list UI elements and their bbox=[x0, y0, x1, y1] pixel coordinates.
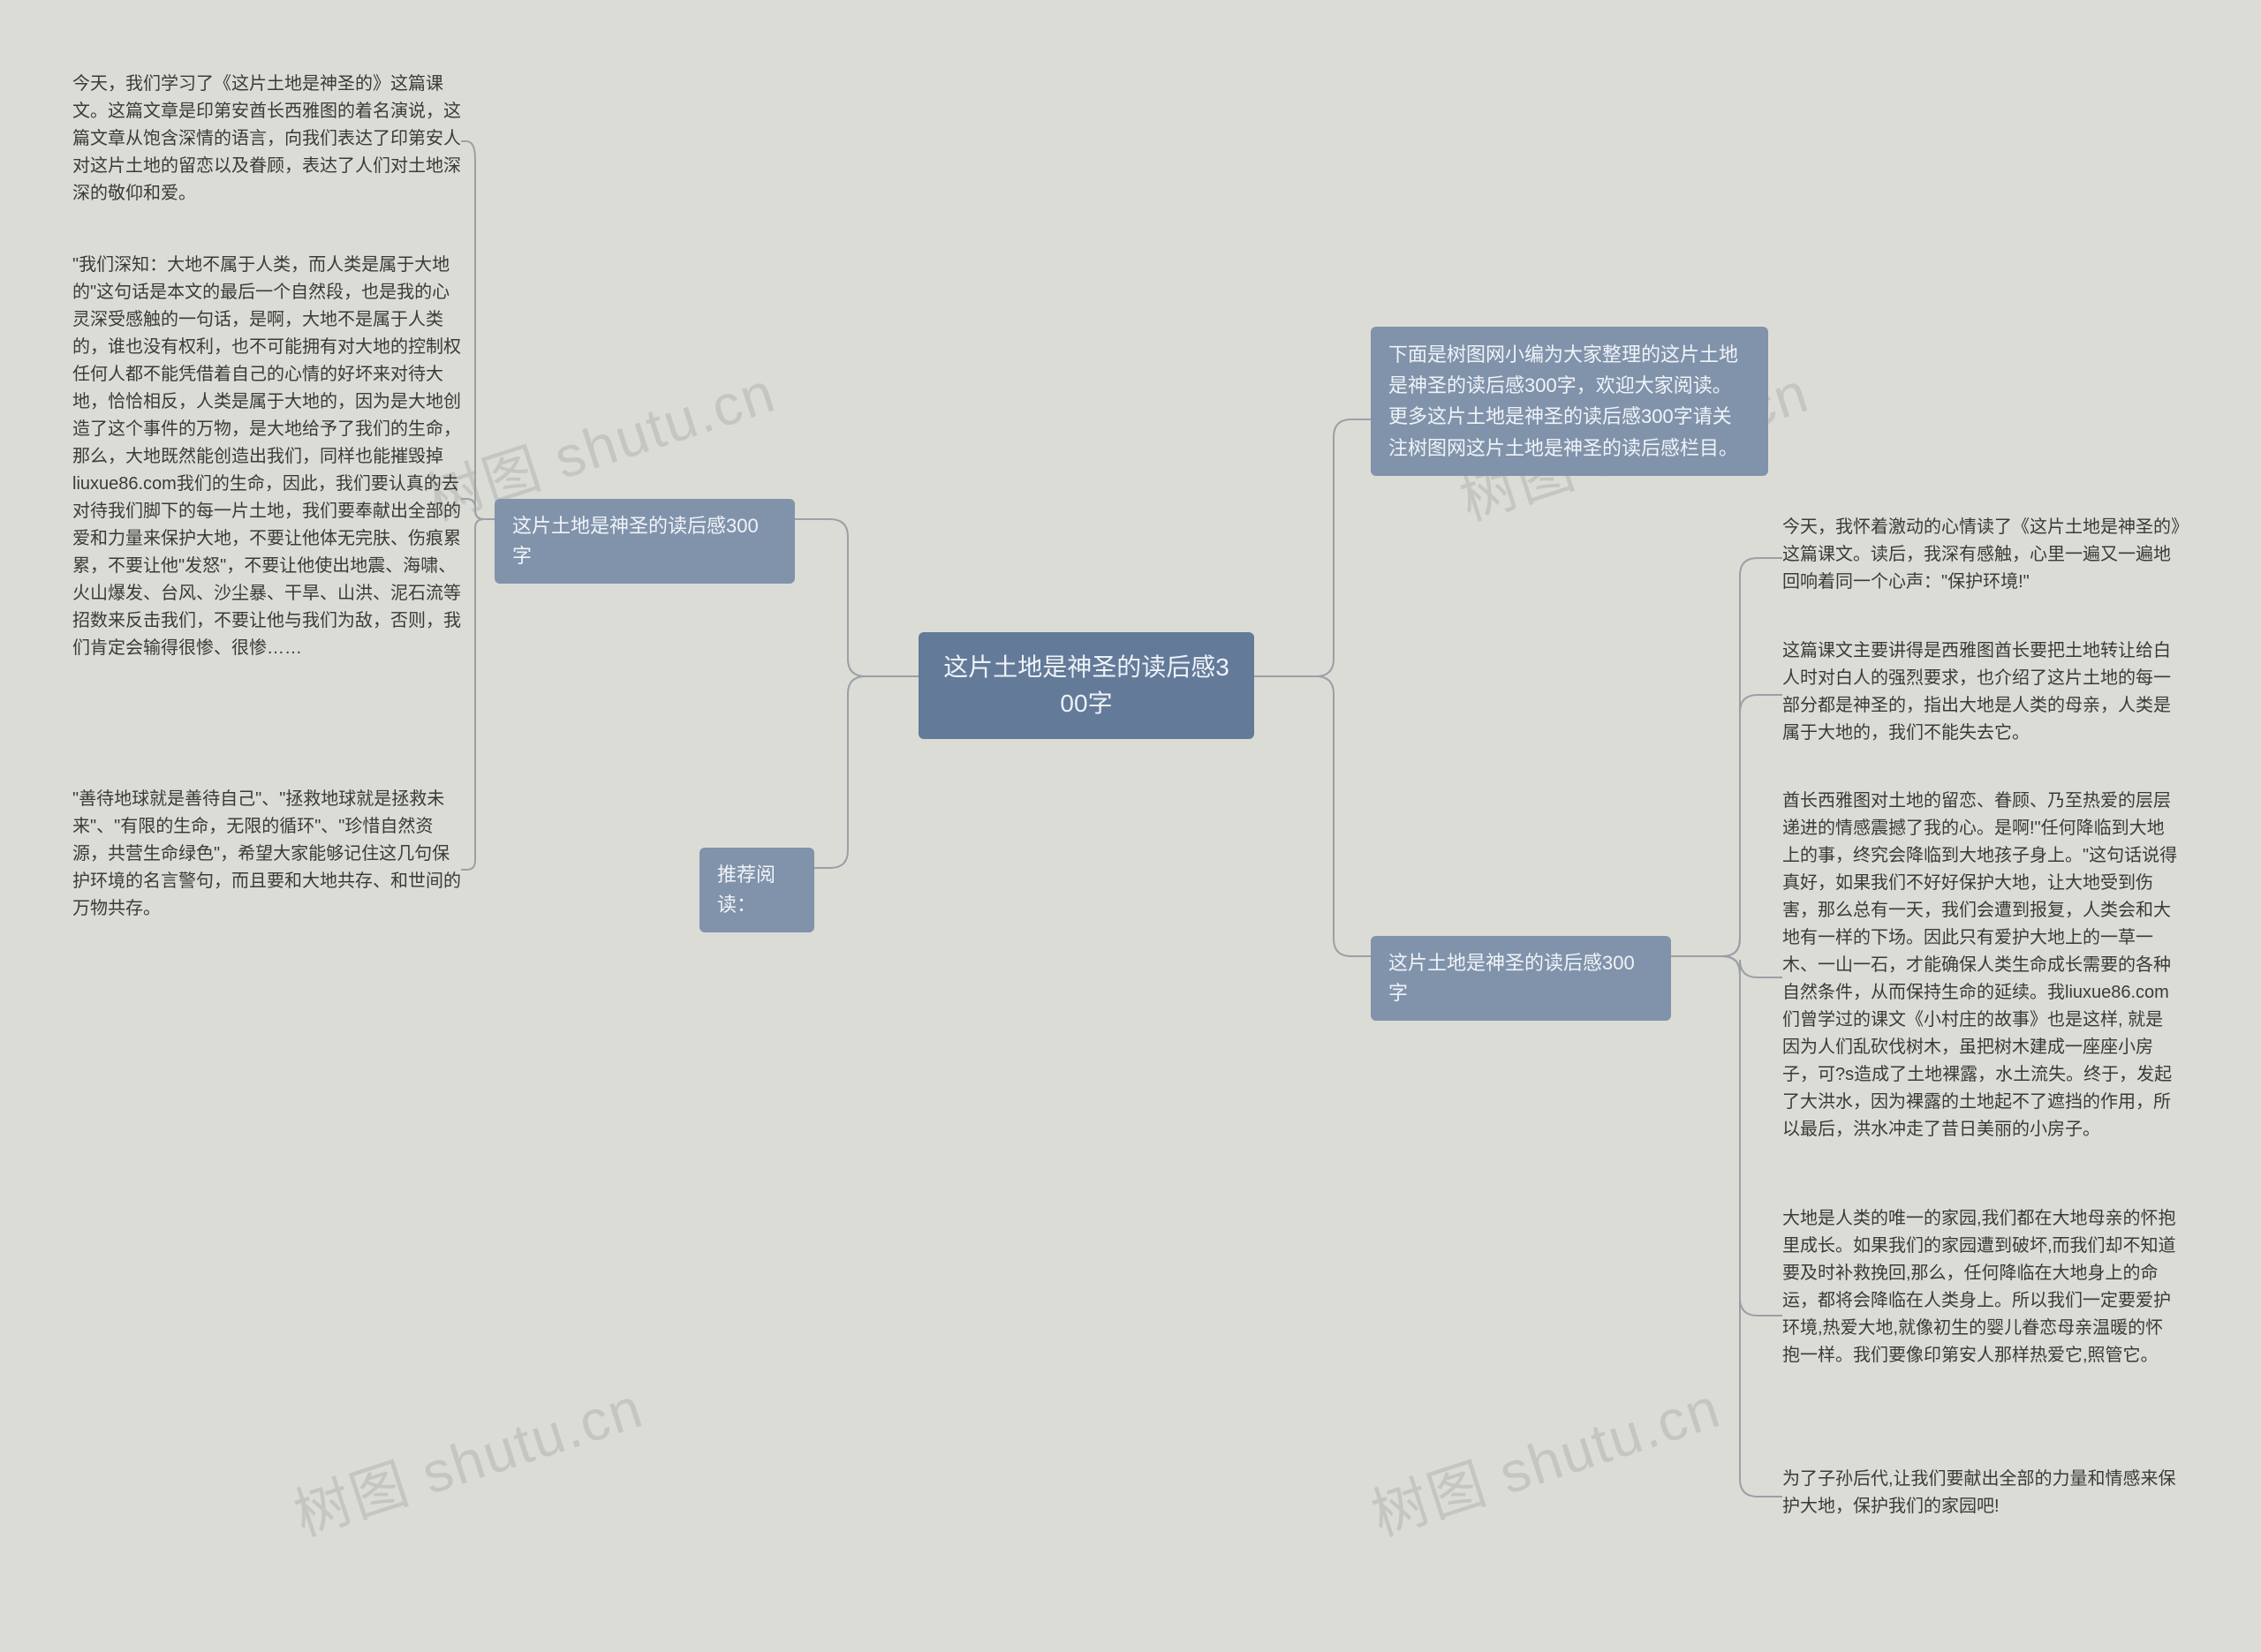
left-branch-2[interactable]: 推荐阅读： bbox=[699, 848, 814, 932]
connector bbox=[461, 519, 495, 870]
watermark: 树图 shutu.cn bbox=[1360, 1362, 1729, 1551]
connector bbox=[1671, 558, 1782, 956]
connector bbox=[1671, 956, 1782, 1497]
leaf-node[interactable]: 为了子孙后代,让我们要献出全部的力量和情感来保护大地，保护我们的家园吧! bbox=[1782, 1466, 2180, 1520]
leaf-node[interactable]: 这篇课文主要讲得是西雅图酋长要把土地转让给白人时对白人的强烈要求，也介绍了这片土… bbox=[1782, 637, 2180, 747]
connector bbox=[795, 519, 919, 676]
root-node[interactable]: 这片土地是神圣的读后感3 00字 bbox=[919, 632, 1254, 739]
connector bbox=[814, 676, 919, 868]
connector bbox=[461, 499, 495, 519]
leaf-node[interactable]: 大地是人类的唯一的家园,我们都在大地母亲的怀抱里成长。如果我们的家园遭到破坏,而… bbox=[1782, 1205, 2180, 1369]
connector bbox=[461, 141, 495, 519]
leaf-node[interactable]: 酋长西雅图对土地的留恋、眷顾、乃至热爱的层层递进的情感震撼了我的心。是啊!"任何… bbox=[1782, 788, 2180, 1143]
connector bbox=[1671, 956, 1782, 1316]
connector bbox=[1254, 419, 1371, 676]
connector bbox=[1671, 695, 1782, 956]
intro-node[interactable]: 下面是树图网小编为大家整理的这片土地是神圣的读后感300字，欢迎大家阅读。更多这… bbox=[1371, 327, 1768, 476]
connector bbox=[1671, 956, 1782, 977]
right-branch[interactable]: 这片土地是神圣的读后感300字 bbox=[1371, 936, 1671, 1021]
leaf-node[interactable]: 今天，我怀着激动的心情读了《这片土地是神圣的》这篇课文。读后，我深有感触，心里一… bbox=[1782, 514, 2180, 596]
left-branch-1[interactable]: 这片土地是神圣的读后感300字 bbox=[495, 499, 795, 584]
leaf-node[interactable]: "善待地球就是善待自己"、"拯救地球就是拯救未来"、"有限的生命，无限的循环"、… bbox=[72, 786, 461, 923]
connector bbox=[1254, 676, 1371, 956]
root-line2: 00字 bbox=[941, 686, 1231, 722]
leaf-node[interactable]: 今天，我们学习了《这片土地是神圣的》这篇课文。这篇文章是印第安酋长西雅图的着名演… bbox=[72, 71, 461, 207]
watermark: 树图 shutu.cn bbox=[283, 1362, 652, 1551]
root-line1: 这片土地是神圣的读后感3 bbox=[941, 650, 1231, 686]
leaf-node[interactable]: "我们深知：大地不属于人类，而人类是属于大地的"这句话是本文的最后一个自然段，也… bbox=[72, 252, 461, 662]
